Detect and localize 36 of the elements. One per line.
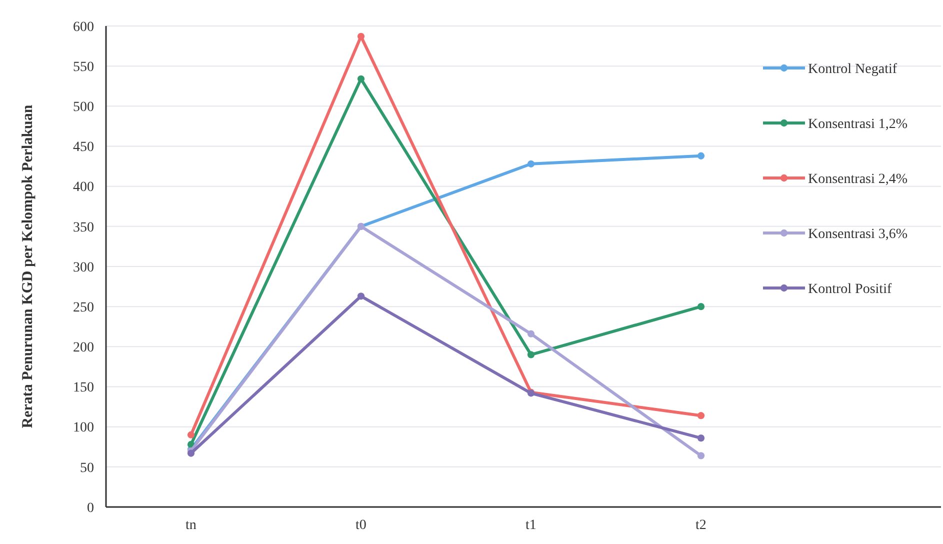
y-tick-label: 500	[73, 100, 94, 116]
point	[187, 431, 195, 438]
legend-label: Konsentrasi 1,2%	[808, 116, 908, 132]
y-tick-label: 0	[87, 500, 94, 516]
y-axis-title: Rerata Penurunan KGD per Kelompok Perlakuan	[20, 104, 36, 428]
x-tick-label: t1	[526, 518, 536, 533]
y-tick-label: 200	[73, 340, 94, 356]
point	[527, 351, 535, 358]
y-tick-label: 50	[80, 460, 94, 476]
y-tick-label: 450	[73, 140, 94, 156]
point	[527, 330, 535, 338]
legend-label: Kontrol Negatif	[808, 62, 898, 77]
point	[697, 152, 705, 160]
point	[697, 412, 705, 420]
y-tick-label: 350	[73, 220, 94, 236]
x-tick-label: t2	[696, 518, 706, 533]
point	[357, 32, 365, 40]
point	[697, 452, 705, 460]
y-tick-label: 550	[73, 60, 94, 75]
x-tick-label: t0	[356, 518, 366, 533]
point	[697, 434, 705, 442]
y-tick-label: 100	[73, 420, 94, 436]
y-tick-label: 600	[73, 20, 94, 35]
y-tick-label: 150	[73, 380, 94, 396]
point	[527, 160, 535, 168]
legend-label: Konsentrasi 2,4%	[808, 172, 908, 187]
point	[357, 75, 365, 82]
y-tick-label: 400	[73, 180, 94, 196]
legend-label: Kontrol Positif	[808, 282, 892, 297]
legend-label: Konsentrasi 3,6%	[808, 226, 908, 242]
point	[187, 450, 195, 457]
x-tick-label: tn	[186, 518, 196, 533]
y-tick-label: 300	[73, 260, 94, 276]
y-tick-label: 250	[73, 300, 94, 316]
point	[697, 303, 705, 310]
point	[357, 292, 365, 300]
